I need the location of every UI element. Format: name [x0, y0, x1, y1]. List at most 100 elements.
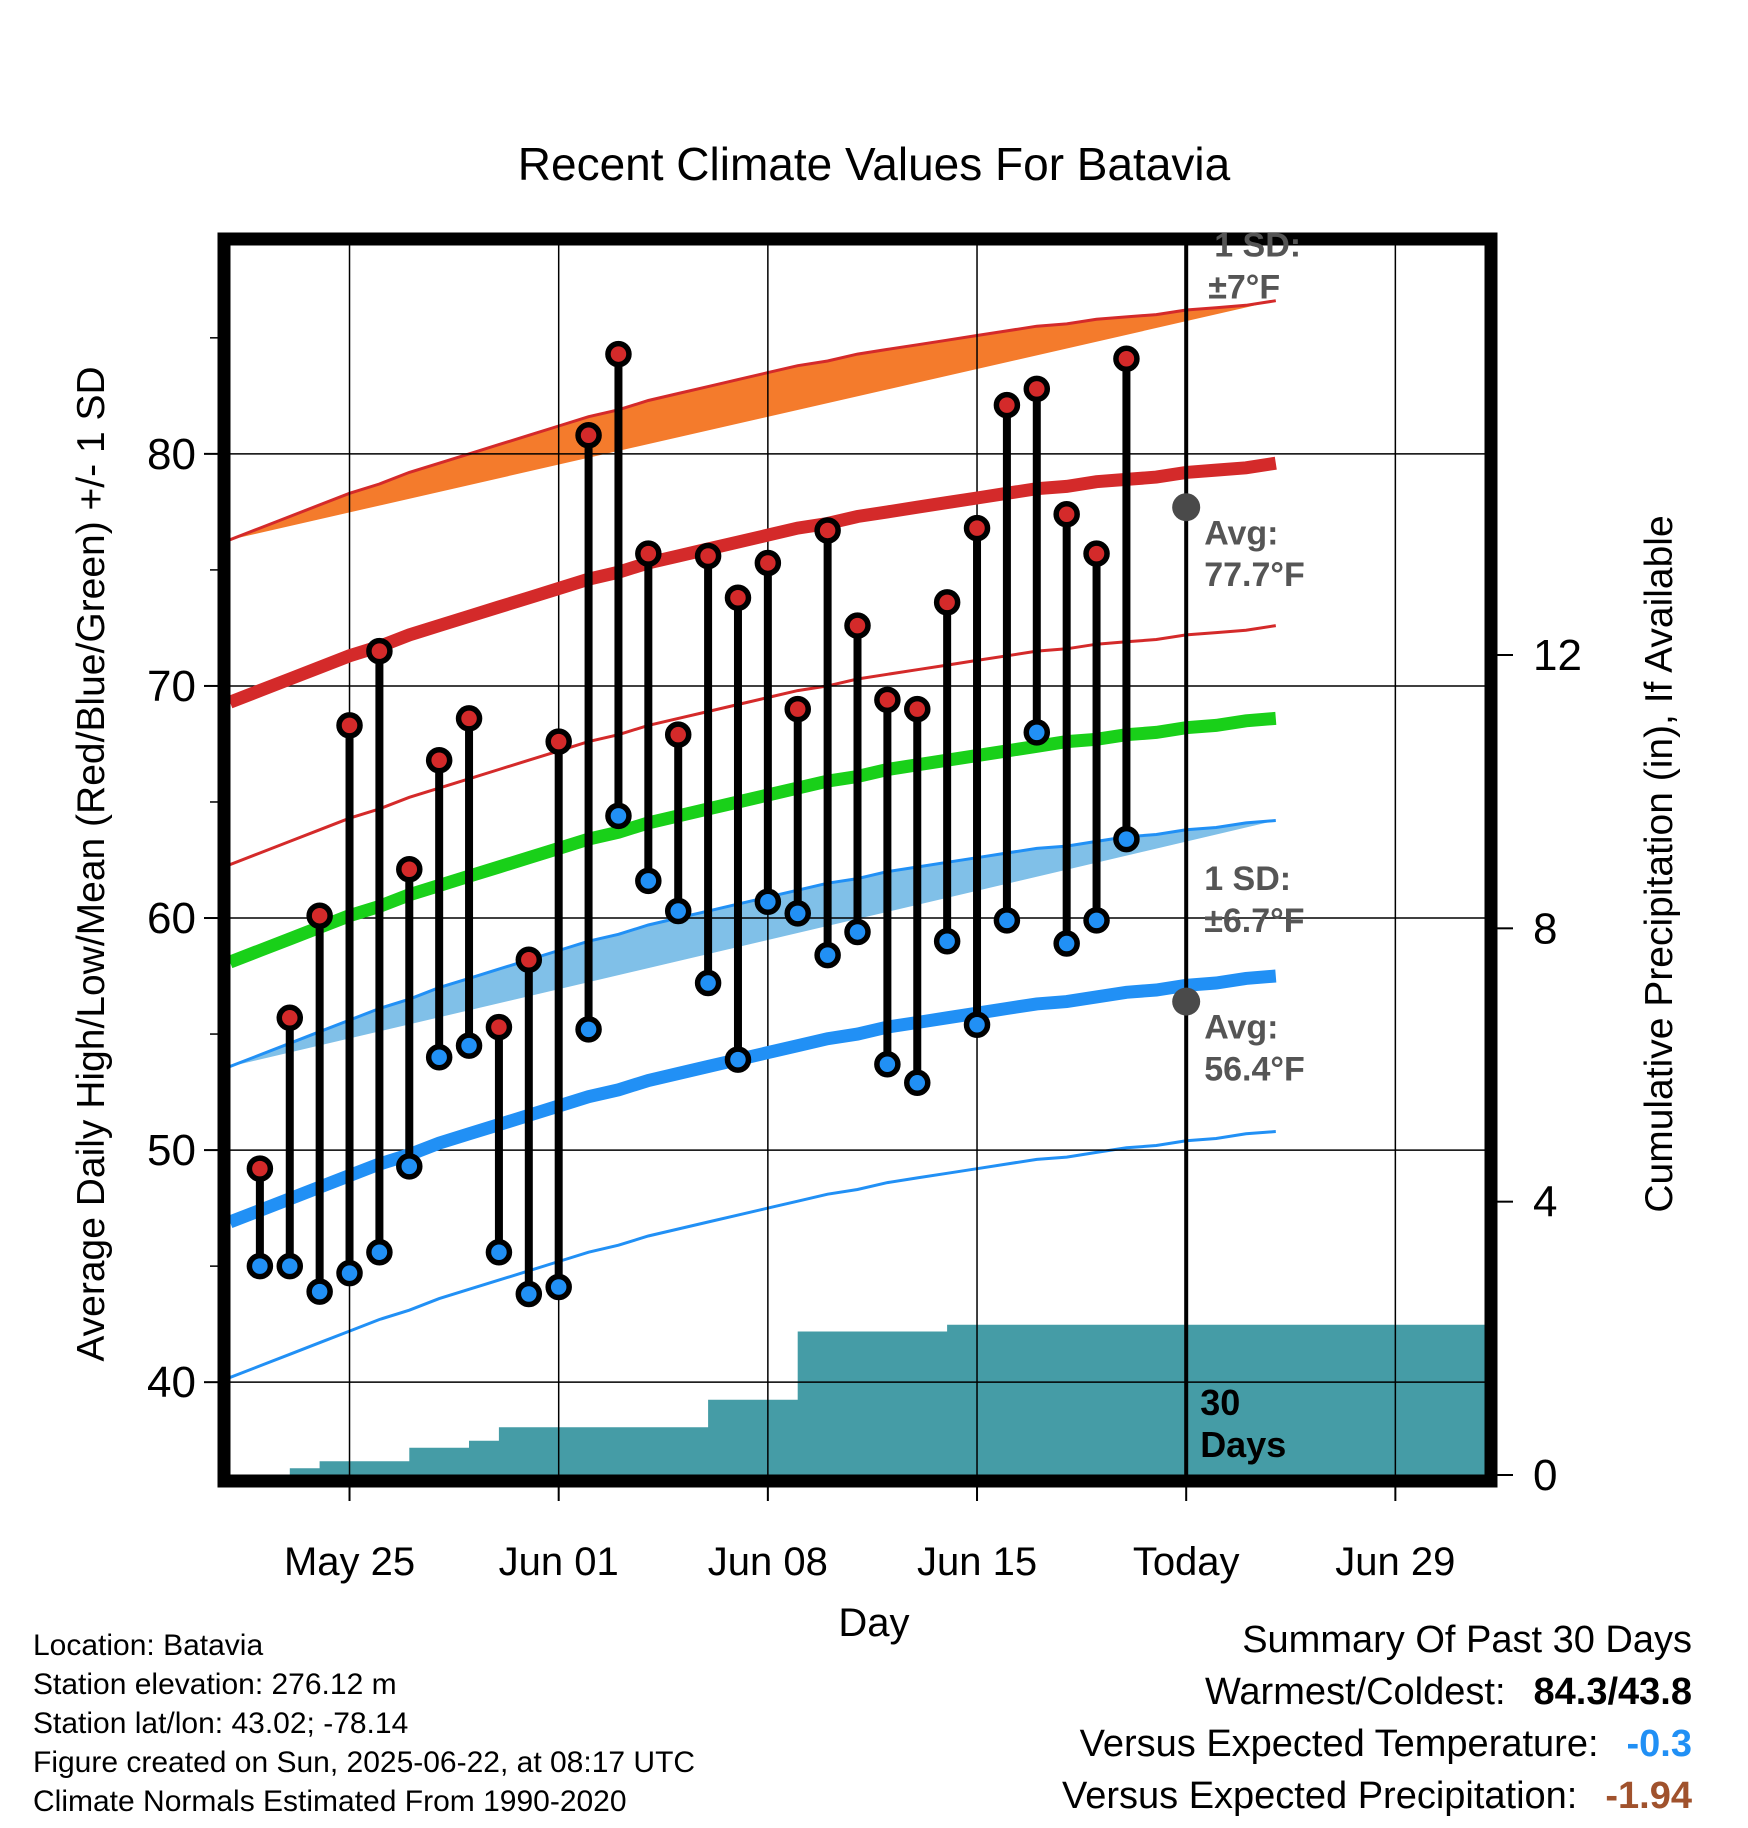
y-tick-label: 50: [147, 1126, 196, 1175]
high-temp-point: [336, 712, 363, 739]
low-temp-point: [1083, 907, 1110, 934]
high-temp-point: [455, 705, 483, 732]
low-temp-point: [963, 1011, 991, 1039]
plot-area: [230, 245, 1485, 1475]
high-avg-label: Avg:: [1204, 514, 1278, 552]
high-temp-point: [635, 540, 662, 567]
low-temp-point: [1113, 825, 1140, 853]
info-location: Location: Batavia: [33, 1629, 264, 1662]
high-sd-label: 1 SD:: [1214, 227, 1301, 265]
low-temp-point: [784, 900, 811, 927]
y2-tick-label: 12: [1533, 631, 1582, 680]
high-sd-value: ±7°F: [1208, 268, 1280, 306]
days-label-count: 30: [1200, 1382, 1240, 1423]
y2-tick-label: 8: [1533, 904, 1557, 953]
low-temp-point: [754, 888, 782, 916]
low-sd-value: ±6.7°F: [1204, 902, 1304, 940]
station-info: Location: Batavia Station elevation: 276…: [33, 1626, 695, 1821]
high-temp-point: [904, 695, 931, 723]
summary-temp: Versus Expected Temperature: -0.3: [1062, 1718, 1692, 1770]
x-tick-label: Today: [1133, 1540, 1240, 1584]
high-band-lower-edge: [230, 624, 1277, 866]
info-elevation: Station elevation: 276.12 m: [33, 1668, 397, 1701]
warm-cold-label: Warmest/Coldest:: [1204, 1671, 1506, 1713]
low-temp-point: [306, 1278, 333, 1305]
high-temp-point: [605, 340, 632, 368]
low-temp-point: [904, 1069, 931, 1097]
low-sd-label: 1 SD:: [1204, 860, 1291, 898]
low-sd-band: [230, 820, 1276, 1067]
low-band-upper-edge: [230, 819, 1276, 1068]
plot-frame: [217, 232, 1498, 1488]
high-temp-point: [694, 542, 722, 570]
high-temp-point: [545, 728, 572, 755]
low-temp-point: [694, 969, 722, 997]
days-label-text: Days: [1200, 1424, 1286, 1465]
info-created: Figure created on Sun, 2025-06-22, at 08…: [33, 1746, 696, 1779]
normal-high-line: [230, 456, 1277, 709]
low-temp-point: [993, 907, 1021, 934]
low-temp-point: [455, 1032, 483, 1059]
y-tick-label: 70: [147, 662, 196, 711]
high-temp-point: [874, 686, 901, 714]
temp-departure-label: Versus Expected Temperature:: [1079, 1723, 1599, 1765]
high-temp-point: [1023, 375, 1051, 403]
today-low-avg-marker: [1172, 987, 1201, 1016]
high-temp-point: [963, 514, 991, 542]
x-tick-label: Jun 15: [917, 1540, 1037, 1584]
cumulative-precip-area: [259, 1324, 1485, 1475]
low-temp-point: [366, 1238, 393, 1266]
precip-departure-value: -1.94: [1605, 1775, 1692, 1817]
x-tick-label: Jun 08: [708, 1540, 828, 1584]
low-avg-value: 56.4°F: [1204, 1050, 1305, 1088]
high-temp-point: [246, 1155, 274, 1182]
chart-title: Recent Climate Values For Batavia: [518, 138, 1231, 190]
low-temp-point: [1023, 719, 1051, 746]
info-normals: Climate Normals Estimated From 1990-2020: [33, 1785, 627, 1818]
low-temp-point: [545, 1273, 572, 1301]
low-temp-point: [396, 1153, 423, 1180]
high-temp-point: [306, 902, 333, 929]
low-temp-point: [605, 802, 632, 830]
x-axis-label: Day: [838, 1601, 909, 1645]
high-temp-point: [1113, 345, 1140, 372]
y-tick-label: 80: [147, 430, 196, 479]
high-band-upper-edge: [230, 299, 1277, 542]
high-temp-point: [724, 584, 752, 612]
high-temp-point: [933, 589, 961, 616]
high-temp-point: [515, 946, 543, 974]
y-axis-label: Average Daily High/Low/Mean (Red/Blue/Gr…: [70, 366, 113, 1361]
low-temp-point: [515, 1280, 543, 1308]
low-temp-point: [814, 941, 841, 969]
summary-warm-cold: Warmest/Coldest: 84.3/43.8: [1062, 1666, 1692, 1718]
summary-precip: Versus Expected Precipitation: -1.94: [1062, 1770, 1692, 1822]
summary-heading: Summary Of Past 30 Days: [1242, 1619, 1692, 1661]
info-latlon: Station lat/lon: 43.02; -78.14: [33, 1707, 409, 1740]
low-temp-point: [485, 1238, 513, 1266]
y-tick-label: 40: [147, 1358, 196, 1407]
x-tick-label: Jun 29: [1335, 1540, 1455, 1584]
y2-tick-label: 0: [1533, 1451, 1557, 1500]
temp-departure-value: -0.3: [1626, 1723, 1692, 1765]
high-temp-point: [1053, 500, 1080, 528]
low-temp-point: [933, 927, 961, 955]
low-temp-point: [724, 1046, 752, 1073]
high-temp-point: [993, 391, 1021, 419]
y2-axis-label: Cumulative Precipitation (in), If Availa…: [1638, 515, 1681, 1212]
high-avg-value: 77.7°F: [1204, 556, 1305, 594]
high-temp-point: [425, 746, 453, 774]
high-temp-point: [366, 637, 393, 665]
high-temp-point: [396, 856, 423, 883]
warm-cold-value: 84.3/43.8: [1533, 1671, 1692, 1713]
today-high-avg-marker: [1172, 493, 1201, 522]
low-temp-point: [246, 1252, 274, 1280]
high-sd-band: [230, 300, 1276, 540]
normal-mean-line: [230, 711, 1277, 969]
low-temp-point: [635, 867, 662, 895]
summary-panel: Summary Of Past 30 Days Warmest/Coldest:…: [1062, 1614, 1692, 1822]
high-temp-point: [844, 612, 871, 639]
low-temp-point: [844, 918, 871, 946]
low-temp-point: [575, 1016, 602, 1043]
x-tick-label: Jun 01: [499, 1540, 619, 1584]
